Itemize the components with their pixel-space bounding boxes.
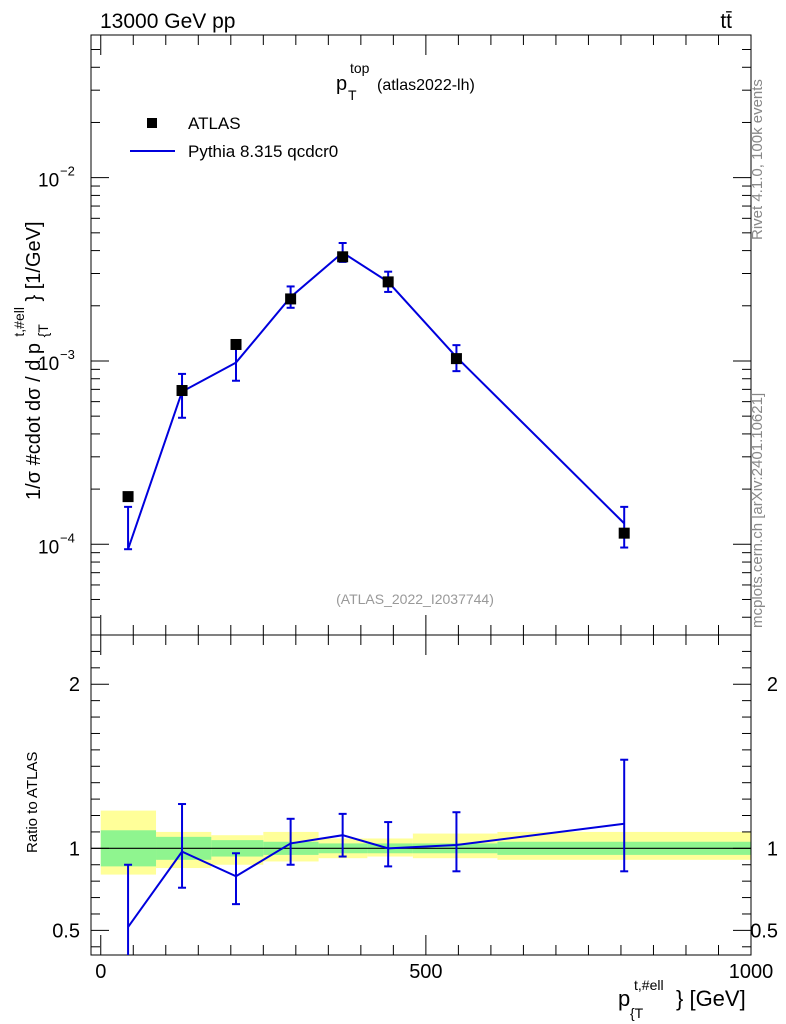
- atlas-data-point: [382, 276, 394, 288]
- series-marks: [122, 242, 630, 955]
- ratio-tick-label-right: 2: [767, 674, 778, 696]
- process-label: tt̄: [720, 10, 732, 33]
- ratio-tick-label-right: 0.5: [750, 920, 778, 942]
- analysis-watermark: (ATLAS_2022_I2037744): [336, 591, 494, 607]
- legend-pythia-label: Pythia 8.315 qcdcr0: [188, 142, 338, 161]
- plot-title-tag: (atlas2022-lh): [377, 77, 475, 94]
- plot-title: p top T (atlas2022-lh): [336, 60, 475, 103]
- ratio-tick-label-left: 2: [69, 674, 80, 696]
- atlas-data-point: [285, 293, 297, 305]
- y-tick-label-base: 10: [38, 354, 59, 375]
- rivet-info-label: Rivet 4.1.0, 100k events: [749, 79, 766, 240]
- x-tick-label: 0: [95, 961, 106, 983]
- legend-atlas-label: ATLAS: [188, 114, 241, 133]
- y-axis-title-main: 1/σ #cdot dσ / d p: [23, 343, 45, 500]
- ratio-tick-label-left: 0.5: [52, 920, 80, 942]
- ratio-plot-frame: [90, 634, 752, 956]
- svg-text:1/σ #cdot dσ / d p {T: 1/σ #cdot dσ / d p {T t,#ell } [1/GeV]: [7, 221, 53, 500]
- y-axis-title: 1/σ #cdot dσ / d p {T t,#ell } [1/GeV]: [7, 221, 53, 500]
- y-tick-label-base: 10: [38, 171, 59, 192]
- plot-title-sup: top: [350, 60, 370, 76]
- plot-title-main: p: [336, 73, 347, 95]
- x-tick-label: 500: [409, 961, 442, 983]
- atlas-data-point: [450, 353, 462, 365]
- energy-label: 13000 GeV pp: [100, 10, 235, 33]
- plot-title-sub: T: [348, 87, 357, 103]
- y-tick-label-exponent: −3: [60, 347, 75, 362]
- x-axis-title-sub: {T: [630, 1005, 644, 1021]
- atlas-data-point: [176, 385, 188, 397]
- y-axis-title-sub: {T: [35, 324, 51, 338]
- atlas-data-point: [230, 338, 242, 350]
- legend: ATLAS Pythia 8.315 qcdcr0: [130, 114, 338, 161]
- mc-series-line: [127, 251, 625, 550]
- axis-ticks: [91, 34, 752, 955]
- ratio-tick-label-left: 1: [69, 838, 80, 860]
- y-axis-title-tail: } [1/GeV]: [23, 221, 45, 301]
- x-axis-title-main: p: [618, 986, 630, 1011]
- x-tick-label: 1000: [729, 961, 774, 983]
- mcplots-source-label: mcplots.cern.ch [arXiv:2401.10621]: [749, 393, 766, 628]
- x-axis-title: p t,#ell {T } [GeV]: [618, 977, 746, 1021]
- x-axis-title-sup: t,#ell: [634, 977, 664, 993]
- y-tick-label-exponent: −2: [60, 164, 75, 179]
- legend-atlas-marker: [147, 118, 157, 128]
- y-tick-label-base: 10: [38, 537, 59, 558]
- y-tick-label-exponent: −4: [60, 530, 75, 545]
- ratio-uncertainty-bands: [91, 810, 751, 875]
- ratio-tick-label-right: 1: [767, 838, 778, 860]
- atlas-data-point: [337, 251, 349, 263]
- ratio-y-axis-title: Ratio to ATLAS: [24, 752, 41, 853]
- y-axis-title-sup: t,#ell: [11, 307, 27, 337]
- x-axis-title-tail: } [GeV]: [676, 986, 746, 1011]
- ratio-series-line: [127, 822, 625, 928]
- atlas-data-point: [618, 527, 630, 539]
- atlas-data-point: [122, 491, 134, 503]
